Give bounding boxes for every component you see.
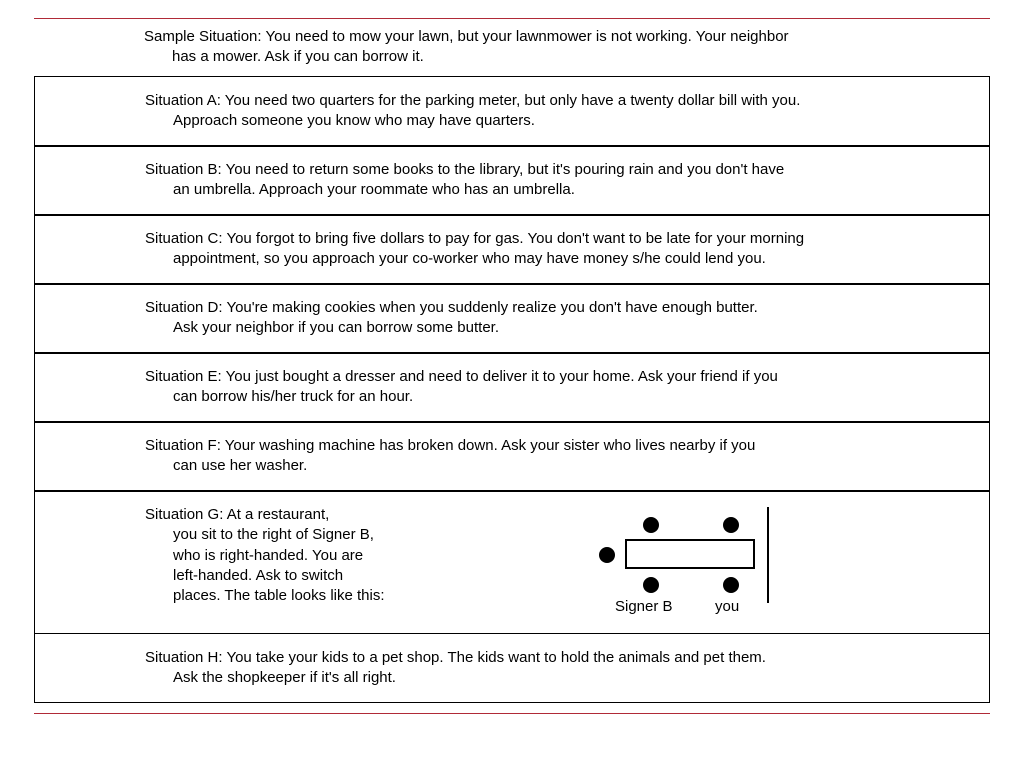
situation-line1: Your washing machine has broken down. As… [225, 437, 756, 454]
situation-label: Situation A: [145, 92, 225, 109]
situation-label: Situation G: [145, 506, 227, 523]
seat-dot [643, 517, 659, 533]
situation-line1: You're making cookies when you suddenly … [226, 299, 757, 316]
situation-a: Situation A: You need two quarters for t… [34, 76, 990, 147]
situation-line2: can borrow his/her truck for an hour. [145, 387, 977, 407]
situation-b: Situation B: You need to return some boo… [34, 145, 990, 216]
situation-line2: Ask your neighbor if you can borrow some… [145, 318, 977, 338]
situation-g-sub2: who is right-handed. You are [145, 546, 545, 566]
situation-label: Situation H: [145, 649, 226, 666]
situation-d: Situation D: You're making cookies when … [34, 283, 990, 354]
situation-label: Situation F: [145, 437, 225, 454]
situation-g: Situation G: At a restaurant, you sit to… [34, 490, 990, 634]
situation-label: Situation D: [145, 299, 226, 316]
situation-e: Situation E: You just bought a dresser a… [34, 352, 990, 423]
situation-line2: Ask the shopkeeper if it's all right. [145, 668, 977, 688]
seat-dot [723, 577, 739, 593]
table-end-line [767, 507, 769, 603]
situation-line1: You forgot to bring five dollars to pay … [226, 230, 804, 247]
situation-line1: You need two quarters for the parking me… [225, 92, 801, 109]
situation-line1: You take your kids to a pet shop. The ki… [226, 649, 766, 666]
situation-line1: You just bought a dresser and need to de… [226, 368, 778, 385]
situation-label: Situation B: [145, 161, 226, 178]
situation-line2: appointment, so you approach your co-wor… [145, 249, 977, 269]
situation-label: Situation E: [145, 368, 226, 385]
situation-label: Situation C: [145, 230, 226, 247]
situation-line1: You need to return some books to the lib… [226, 161, 785, 178]
situation-line2: an umbrella. Approach your roommate who … [145, 180, 977, 200]
bottom-rule [34, 713, 990, 714]
seat-dot [599, 547, 615, 563]
situation-line2: Approach someone you know who may have q… [145, 111, 977, 131]
table-diagram: Signer B you [565, 499, 977, 619]
sample-label: Sample Situation: [144, 28, 265, 45]
seat-dot [723, 517, 739, 533]
situation-g-sub3: left-handed. Ask to switch [145, 566, 545, 586]
situation-g-sub4: places. The table looks like this: [145, 586, 545, 606]
sample-situation: Sample Situation: You need to mow your l… [34, 19, 990, 78]
situation-line2: can use her washer. [145, 456, 977, 476]
situation-h: Situation H: You take your kids to a pet… [34, 633, 990, 704]
sample-line1: You need to mow your lawn, but your lawn… [265, 28, 788, 45]
situation-f: Situation F: Your washing machine has br… [34, 421, 990, 492]
seat-dot [643, 577, 659, 593]
sample-line2: has a mower. Ask if you can borrow it. [144, 47, 990, 67]
seat-label-signer-b: Signer B [615, 597, 673, 617]
situation-g-sub1: you sit to the right of Signer B, [145, 525, 545, 545]
situation-g-line1: At a restaurant, [227, 506, 330, 523]
table-rectangle [625, 539, 755, 569]
page: Sample Situation: You need to mow your l… [0, 0, 1024, 728]
seat-label-you: you [715, 597, 739, 617]
situation-c: Situation C: You forgot to bring five do… [34, 214, 990, 285]
